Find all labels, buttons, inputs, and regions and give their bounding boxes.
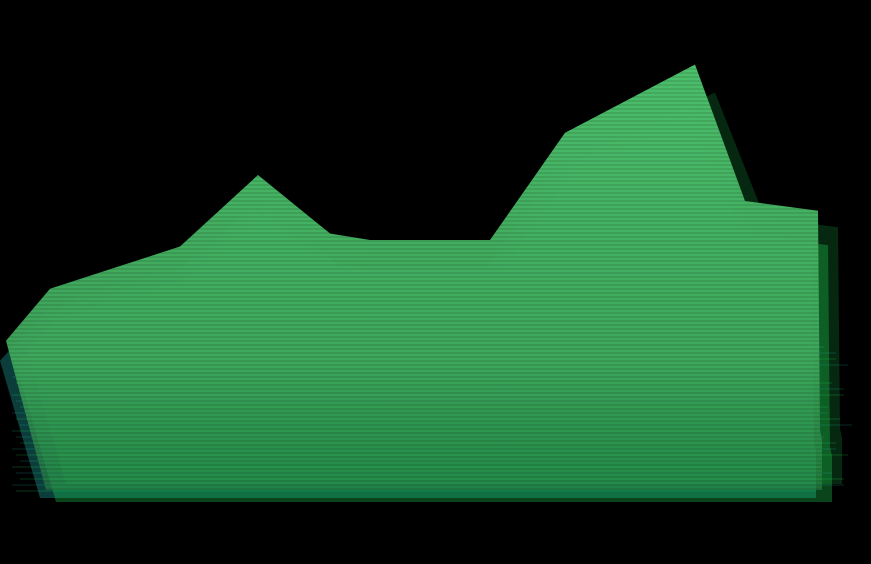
data-point-12 bbox=[821, 439, 824, 442]
data-point-0 bbox=[5, 339, 8, 342]
data-point-5 bbox=[369, 239, 372, 242]
data-point-9 bbox=[744, 200, 747, 203]
area-scanline-overlay bbox=[6, 64, 822, 490]
data-point-8 bbox=[694, 63, 697, 66]
data-point-1 bbox=[49, 287, 52, 290]
scan-band bbox=[16, 490, 816, 492]
data-point-7 bbox=[564, 131, 567, 134]
area-series bbox=[6, 64, 822, 490]
data-point-11 bbox=[819, 429, 822, 432]
data-point-2 bbox=[179, 245, 182, 248]
data-point-6 bbox=[489, 239, 492, 242]
data-point-3 bbox=[257, 174, 260, 177]
data-point-4 bbox=[329, 232, 332, 235]
data-point-10 bbox=[817, 209, 820, 212]
